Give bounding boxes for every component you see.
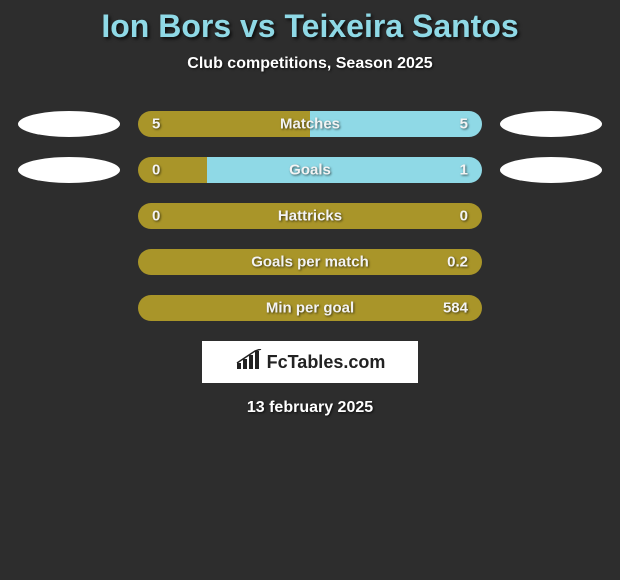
page-title: Ion Bors vs Teixeira Santos [0, 8, 620, 45]
bar-right-segment [207, 157, 482, 183]
date-text: 13 february 2025 [0, 399, 620, 417]
right-value: 1 [460, 162, 468, 179]
right-value: 0 [460, 208, 468, 225]
ellipse-spacer [500, 295, 602, 321]
right-value: 5 [460, 116, 468, 133]
brand-text: FcTables.com [267, 352, 386, 373]
ellipse-spacer [18, 203, 120, 229]
stat-row: 0 0 Hattricks [0, 203, 620, 229]
stat-bar: 584 Min per goal [138, 295, 482, 321]
ellipse-spacer [500, 249, 602, 275]
stat-row: 0 1 Goals [0, 157, 620, 183]
stat-row: 0.2 Goals per match [0, 249, 620, 275]
brand-box: FcTables.com [202, 341, 418, 383]
right-ellipse-icon [500, 157, 602, 183]
right-value: 0.2 [447, 254, 468, 271]
comparison-infographic: Ion Bors vs Teixeira Santos Club competi… [0, 0, 620, 417]
bar-left-segment [138, 157, 207, 183]
stat-bar: 0 1 Goals [138, 157, 482, 183]
stat-bar: 0 0 Hattricks [138, 203, 482, 229]
stat-label: Min per goal [266, 300, 354, 317]
stat-label: Matches [280, 116, 340, 133]
subtitle: Club competitions, Season 2025 [0, 55, 620, 73]
stat-bar: 5 5 Matches [138, 111, 482, 137]
stat-row: 584 Min per goal [0, 295, 620, 321]
stat-label: Goals [289, 162, 331, 179]
stat-label: Hattricks [278, 208, 342, 225]
right-ellipse-icon [500, 111, 602, 137]
ellipse-spacer [500, 203, 602, 229]
left-ellipse-icon [18, 111, 120, 137]
stat-row: 5 5 Matches [0, 111, 620, 137]
left-value: 0 [152, 208, 160, 225]
stat-bar: 0.2 Goals per match [138, 249, 482, 275]
left-value: 0 [152, 162, 160, 179]
left-value: 5 [152, 116, 160, 133]
ellipse-spacer [18, 295, 120, 321]
left-ellipse-icon [18, 157, 120, 183]
ellipse-spacer [18, 249, 120, 275]
right-value: 584 [443, 300, 468, 317]
stat-rows: 5 5 Matches 0 1 Goals 0 0 Hattricks 0.2 Goals per … [0, 111, 620, 321]
stat-label: Goals per match [251, 254, 369, 271]
chart-bars-icon [235, 349, 263, 376]
